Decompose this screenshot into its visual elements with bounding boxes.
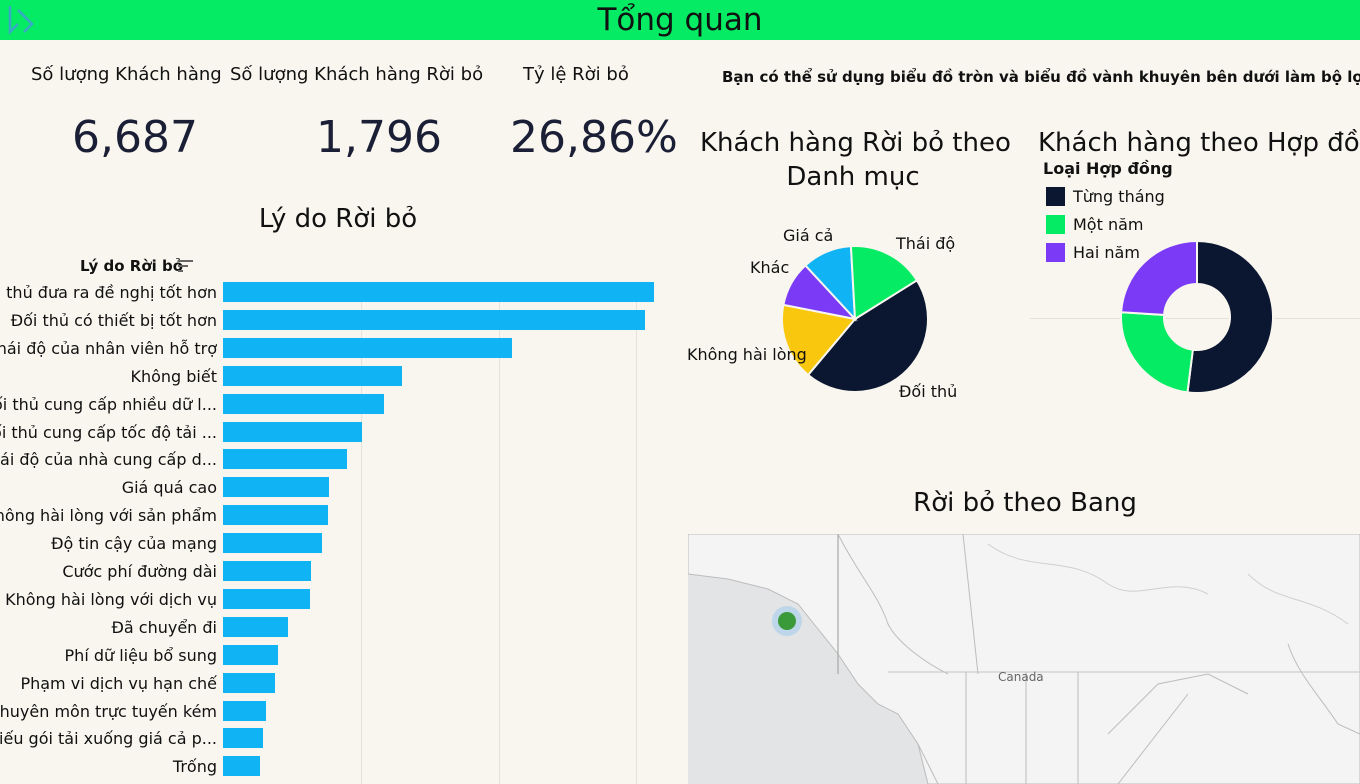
pie-label-competitor: Đối thủ <box>899 382 958 401</box>
slice-2[interactable] <box>1120 240 1198 316</box>
legend-item-one-year[interactable]: Một năm <box>1046 215 1143 234</box>
kpi-customers-label: Số lượng Khách hàng <box>31 64 222 85</box>
bar-label: Phí dữ liệu bổ sung <box>64 645 217 665</box>
kpi-churn-rate-value: 26,86% <box>510 112 678 163</box>
reasons-chart-title: Lý do Rời bỏ <box>258 204 418 234</box>
bar[interactable] <box>223 644 279 665</box>
slice-0[interactable] <box>806 278 929 393</box>
bar[interactable] <box>223 533 323 554</box>
slice-1[interactable] <box>781 303 857 377</box>
bar[interactable] <box>223 728 263 749</box>
kpi-churn-rate-label: Tỷ lệ Rời bỏ <box>523 64 629 85</box>
bar[interactable] <box>223 616 288 637</box>
kpi-customers-value: 6,687 <box>72 112 198 163</box>
bar-label: Độ tin cậy của mạng <box>51 534 217 554</box>
bar[interactable] <box>223 421 363 442</box>
legend-item-monthly[interactable]: Từng tháng <box>1046 187 1165 206</box>
bar-label: Trống <box>172 757 217 777</box>
kpi-churned-value: 1,796 <box>316 112 442 163</box>
category-pie-title-line2: Danh mục <box>786 162 920 192</box>
sort-icon[interactable] <box>178 259 194 273</box>
bar[interactable] <box>223 700 266 721</box>
legend-label-monthly: Từng tháng <box>1073 187 1165 206</box>
bar[interactable] <box>223 672 276 693</box>
reasons-column-header[interactable]: Lý do Rời bỏ <box>80 257 184 275</box>
map-country-label: Canada <box>998 670 1044 684</box>
bar[interactable] <box>223 309 645 330</box>
bar-label: Phạm vi dịch vụ hạn chế <box>20 673 217 693</box>
slice-0[interactable] <box>1186 240 1274 394</box>
legend-swatch-one-year <box>1046 215 1065 234</box>
pie-label-attitude: Thái độ <box>896 234 956 253</box>
page-title: Tổng quan <box>597 2 763 38</box>
bar-label: Đã chuyển đi <box>111 617 217 637</box>
legend-item-two-year[interactable]: Hai năm <box>1046 243 1140 262</box>
bar[interactable] <box>223 449 348 470</box>
gridline-1 <box>498 285 500 784</box>
bar-label: Cước phí đường dài <box>62 562 217 581</box>
gridline-0 <box>360 285 362 784</box>
donut-divider <box>1030 318 1360 319</box>
state-map[interactable] <box>688 534 1360 784</box>
bar-label: Đối thủ có thiết bị tốt hơn <box>10 310 217 330</box>
bar[interactable] <box>223 477 330 498</box>
pie-label-price: Giá cả <box>783 226 834 245</box>
bar[interactable] <box>223 505 328 526</box>
bar[interactable] <box>223 365 403 386</box>
legend-label-one-year: Một năm <box>1073 215 1144 234</box>
legend-swatch-monthly <box>1046 187 1065 206</box>
contract-donut-title: Khách hàng theo Hợp đồng <box>1038 128 1360 158</box>
bar[interactable] <box>223 756 261 777</box>
bar[interactable] <box>223 588 310 609</box>
pie-label-dissatisfaction: Không hài lòng <box>687 345 807 364</box>
legend-label-two-year: Hai năm <box>1073 243 1140 262</box>
filter-note: Bạn có thể sử dụng biểu đồ tròn và biểu … <box>722 68 1360 86</box>
gridline-2 <box>636 285 638 784</box>
pie-label-other: Khác <box>750 258 790 277</box>
bar-label: Không hài lòng với dịch vụ <box>5 589 217 609</box>
contract-donut-chart[interactable] <box>1120 240 1274 394</box>
category-pie-title-line1: Khách hàng Rời bỏ theo <box>700 128 1011 158</box>
category-pie-chart[interactable] <box>770 234 940 404</box>
bar-label: Thái độ của nhà cung cấp d... <box>0 450 217 470</box>
slice-4[interactable] <box>849 245 919 321</box>
map-title: Rời bỏ theo Bang <box>913 488 1137 518</box>
bar[interactable] <box>223 561 312 581</box>
legend-swatch-two-year <box>1046 243 1065 262</box>
bar-label: Đối thủ đưa ra đề nghị tốt hơn <box>0 283 217 302</box>
logo-icon <box>8 6 34 36</box>
bar-label: Thái độ của nhân viên hỗ trợ <box>0 338 217 358</box>
bar-label: Giá quá cao <box>121 478 217 498</box>
kpi-churned-label: Số lượng Khách hàng Rời bỏ <box>230 64 484 85</box>
map-background <box>688 534 1360 784</box>
category-pie-title: Khách hàng Rời bỏ theo Danh mục <box>700 126 1011 194</box>
bar-label: Thiếu gói tải xuống giá cả p... <box>0 729 217 749</box>
bar-label: Không hài lòng với sản phẩm <box>0 506 217 526</box>
bar[interactable] <box>223 282 655 302</box>
state-marker[interactable] <box>770 604 804 638</box>
bar-label: Đối thủ cung cấp nhiều dữ l... <box>0 394 217 414</box>
bar[interactable] <box>223 393 385 414</box>
bar-label: Không biết <box>130 366 217 386</box>
slice-1[interactable] <box>1120 311 1194 394</box>
bar-label: Chuyên môn trực tuyến kém <box>0 701 217 721</box>
header-bar: Tổng quan <box>0 0 1360 40</box>
bar[interactable] <box>223 337 513 358</box>
bar-label: Đối thủ cung cấp tốc độ tải ... <box>0 422 217 442</box>
contract-legend-title: Loại Hợp đồng <box>1043 159 1173 178</box>
